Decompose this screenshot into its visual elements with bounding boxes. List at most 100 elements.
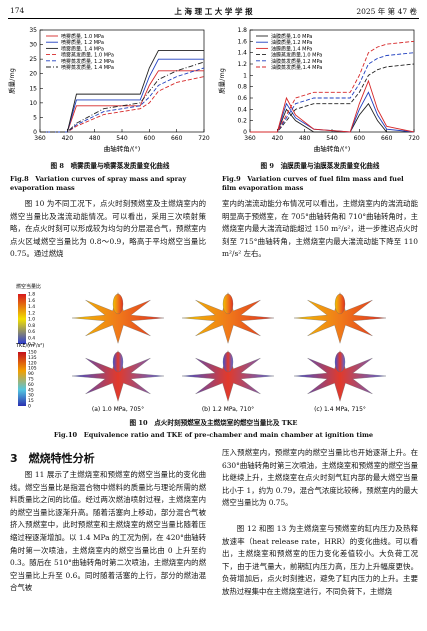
prechamber [334, 293, 346, 315]
colorbar-label: 90 [28, 371, 34, 377]
paragraph: 室内的湍流动能分布情况可以看出，主燃烧室内的湍流动能明显高于预燃室，在 705°… [222, 199, 418, 259]
chart: 0 5 10 15 20 25 30 35 360 420 480 540 600 660 720 曲轴转角/… [7, 27, 210, 153]
y-tick-label: 30 [29, 42, 37, 49]
chart: 0 0.2 0.4 0.6 0.8 1 1.2 1.4 1.6 1.8 360 420 480 540 60… [217, 27, 420, 153]
x-tick-label: 600 [144, 135, 156, 142]
colorbar-label: 0.8 [28, 323, 35, 329]
colorbar-label: 135 [28, 355, 37, 361]
prechamber [334, 351, 346, 373]
y-tick-label: 1.2 [237, 61, 247, 68]
paragraph: 图 10 为不同工况下，点火时刻预燃室及主燃烧室内的燃空当量比及湍流动能情况。可… [10, 199, 206, 259]
x-tick-label: 720 [198, 135, 210, 142]
colorbar-label: 1.0 [28, 317, 35, 323]
x-axis-label: 曲轴转角/(°) [104, 144, 141, 153]
y-tick-label: 15 [29, 85, 37, 92]
colorbar-label: 120 [28, 360, 37, 366]
y-tick-label: 20 [29, 71, 37, 78]
y-tick-label: 0.6 [237, 95, 247, 102]
colorbar-label: 75 [28, 377, 34, 383]
colorbar [18, 294, 26, 344]
field-render [181, 292, 275, 344]
panel-label: (b) 1.2 MPa, 710° [202, 406, 254, 413]
caption-cn: 图 8 喷雾质量与喷雾蒸发质量变化曲线 [50, 162, 170, 170]
colorbar-label: 0 [28, 404, 31, 410]
field-render [293, 292, 387, 344]
y-tick-label: 0.8 [237, 84, 247, 91]
y-tick-label: 1.6 [237, 38, 247, 45]
colorbar-label: 30 [28, 393, 34, 399]
colorbar-label: 1.2 [28, 310, 35, 316]
legend-label: 喷雾质量, 1.2 MPa [61, 39, 104, 46]
paragraph: 压入预燃室内，预燃室内的燃空当量比也开始逐渐上升。在 630°曲轴转角时第三次喷… [222, 448, 418, 508]
line-series [40, 76, 205, 133]
line-series [250, 79, 415, 133]
prechamber [112, 293, 124, 315]
x-tick-label: 600 [354, 135, 366, 142]
x-tick-label: 420 [272, 135, 284, 142]
line-series [250, 52, 415, 133]
legend-label: 油膜蒸发质量,1.0 MPa [271, 52, 322, 59]
line-series [40, 70, 204, 133]
line-series [40, 58, 204, 133]
x-tick-label: 720 [408, 135, 420, 142]
issue: 2025 年 第 47 卷 [356, 7, 417, 16]
y-tick-label: 0 [33, 129, 37, 136]
y-tick-label: 25 [29, 56, 37, 63]
y-tick-label: 1 [243, 72, 247, 79]
field-render [293, 350, 387, 402]
colorbar-label: 105 [28, 366, 37, 372]
y-tick-label: 35 [29, 27, 37, 34]
figure: 燃空当量比 TKE/(m²/s²) (a) 1.0 MPa, 705° (b) … [15, 283, 387, 413]
x-tick-label: 540 [326, 135, 338, 142]
y-tick-label: 10 [29, 100, 37, 107]
y-axis-label: 质量/mg [7, 68, 16, 94]
y-tick-label: 5 [33, 114, 37, 121]
x-tick-label: 540 [116, 135, 128, 142]
field-render [71, 350, 165, 402]
colorbar-title: 燃空当量比 [16, 283, 41, 290]
paragraph: 图 11 展示了主燃烧室和预燃室的燃空当量比的变化曲线。燃空当量比是指混合物中燃… [10, 470, 206, 593]
colorbar-label: 0.2 [28, 342, 35, 348]
x-tick-label: 420 [62, 135, 74, 142]
line-series [40, 49, 204, 133]
prechamber [112, 351, 124, 373]
legend-label: 喷雾蒸发质量, 1.4 MPa [61, 64, 114, 71]
legend-label: 喷雾蒸发质量, 1.2 MPa [61, 58, 114, 65]
page-number: 174 [10, 6, 25, 15]
line-series [250, 40, 415, 133]
x-tick-label: 480 [89, 135, 101, 142]
prechamber [222, 293, 234, 315]
legend-label: 喷雾质量, 1.4 MPa [61, 45, 104, 52]
legend-label: 油膜质量,1.2 MPa [271, 39, 312, 46]
x-tick-label: 360 [34, 135, 46, 142]
caption-cn: 图 9 油膜质量与油膜蒸发质量变化曲线 [260, 162, 380, 170]
y-tick-label: 1.8 [237, 27, 247, 34]
colorbar-label: 0.6 [28, 329, 35, 335]
paragraph: 图 12 和图 13 为主燃烧室与预燃室的缸内压力及热释放速率（heat rel… [222, 524, 418, 596]
colorbar-label: 45 [28, 387, 34, 393]
legend-label: 油膜质量,1.0 MPa [271, 33, 312, 40]
field-render [71, 292, 165, 344]
colorbar-label: 0.4 [28, 335, 35, 341]
x-axis-label: 曲轴转角/(°) [314, 144, 351, 153]
colorbar-label: 1.6 [28, 298, 35, 304]
panel-label: (a) 1.0 MPa, 705° [92, 406, 144, 413]
header-rule [8, 18, 419, 19]
x-tick-label: 660 [381, 135, 393, 142]
x-tick-label: 660 [171, 135, 183, 142]
x-tick-label: 480 [299, 135, 311, 142]
line-series [250, 63, 415, 133]
colorbar-label: 60 [28, 382, 34, 388]
colorbar-label: 1.4 [28, 304, 35, 310]
line-series [40, 61, 205, 133]
field-render [181, 350, 275, 402]
prechamber [222, 351, 234, 373]
legend-label: 油膜蒸发质量,1.2 MPa [271, 58, 322, 65]
panel-label: (c) 1.4 MPa, 715° [314, 406, 366, 413]
colorbar [18, 352, 26, 406]
caption-en: Fig.8 Variation curves of spray mass and… [10, 175, 187, 192]
legend-label: 油膜蒸发质量,1.4 MPa [271, 64, 322, 71]
colorbar-label: 1.8 [28, 292, 35, 298]
colorbar-label: 15 [28, 398, 34, 404]
